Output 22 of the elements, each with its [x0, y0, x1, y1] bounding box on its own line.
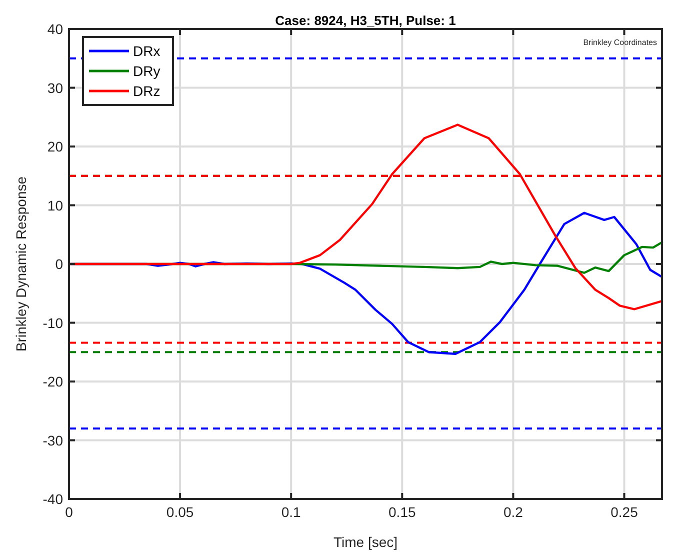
x-tick-label: 0.2: [503, 504, 524, 520]
legend-label: DRy: [133, 63, 160, 79]
annotation: Brinkley Coordinates: [583, 38, 657, 47]
x-tick-label: 0: [65, 504, 74, 520]
y-tick-label: -20: [42, 374, 64, 390]
legend-label: DRx: [133, 43, 160, 59]
x-tick-label: 0.1: [281, 504, 302, 520]
y-tick-label: 20: [47, 138, 64, 154]
x-tick-label: 0.05: [166, 504, 194, 520]
x-tick-label: 0.25: [610, 504, 638, 520]
legend-label: DRz: [133, 83, 160, 99]
y-axis-title: Brinkley Dynamic Response: [13, 176, 29, 352]
y-tick-label: 0: [55, 256, 64, 272]
x-tick-label: 0.15: [388, 504, 416, 520]
y-tick-label: 10: [47, 197, 64, 214]
y-tick-label: -30: [42, 432, 64, 448]
x-axis-title: Time [sec]: [333, 534, 398, 550]
y-tick-label: -40: [42, 491, 64, 507]
y-tick-label: 40: [47, 21, 64, 37]
y-tick-label: 30: [47, 80, 64, 96]
chart-title: Case: 8924, H3_5TH, Pulse: 1: [275, 13, 456, 28]
y-tick-label: -10: [42, 314, 64, 331]
